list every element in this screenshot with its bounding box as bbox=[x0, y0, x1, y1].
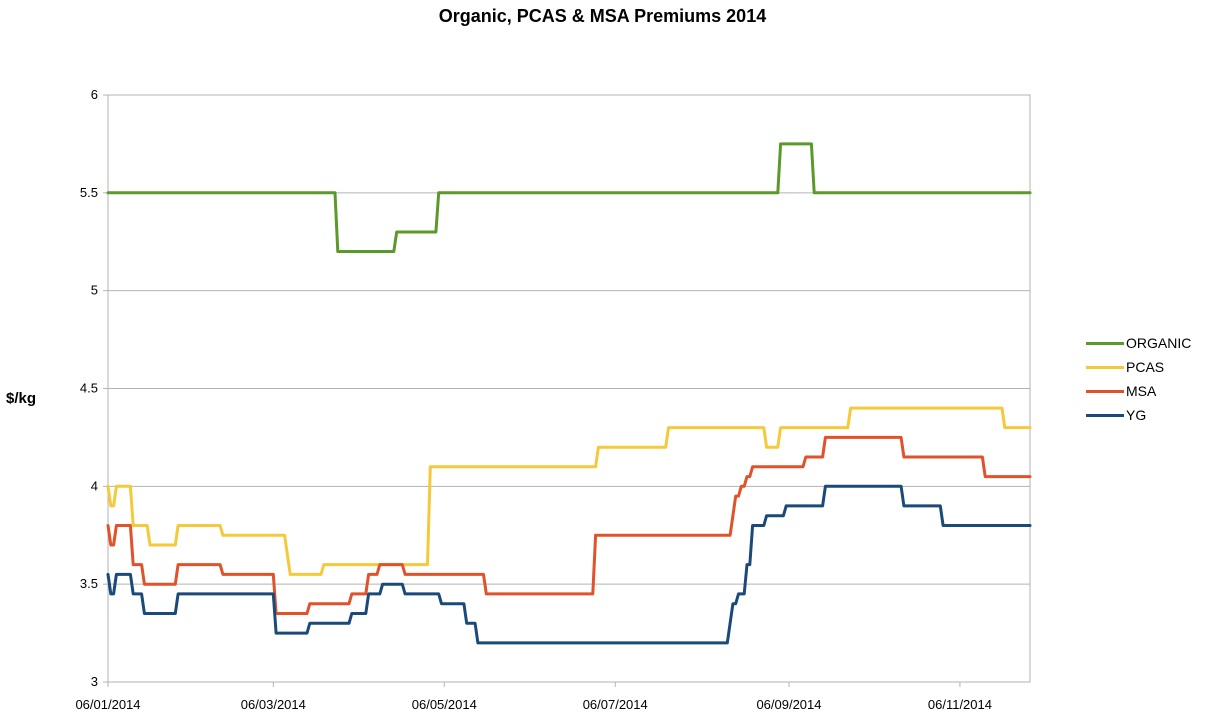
legend-item: MSA bbox=[1086, 379, 1191, 403]
legend-item: YG bbox=[1086, 403, 1191, 427]
axes: 3 3.5 4 4.5 5 5.5 6 06/01/2014 06/03/2014 06/05/2… bbox=[75, 87, 992, 712]
x-tick-label: 06/11/2014 bbox=[928, 697, 992, 712]
y-tick-label: 3 bbox=[91, 674, 98, 689]
y-tick-label: 3.5 bbox=[80, 576, 98, 591]
series-line-pcas bbox=[106, 406, 1032, 576]
series-lines bbox=[106, 142, 1032, 645]
legend-label: YG bbox=[1126, 407, 1147, 423]
series-line-organic bbox=[106, 142, 1032, 253]
legend-swatch bbox=[1086, 341, 1124, 345]
legend-swatch bbox=[1086, 365, 1124, 369]
legend-swatch bbox=[1086, 389, 1124, 393]
y-tick-label: 5.5 bbox=[80, 185, 98, 200]
legend-label: ORGANIC bbox=[1126, 335, 1192, 351]
x-tick-label: 06/03/2014 bbox=[241, 697, 306, 712]
series-line-yg bbox=[106, 484, 1032, 645]
y-tick-label: 4.5 bbox=[80, 381, 98, 396]
legend-swatch bbox=[1086, 413, 1124, 417]
y-tick-label: 4 bbox=[91, 478, 98, 493]
x-tick-label: 06/09/2014 bbox=[756, 697, 821, 712]
y-tick-label: 5 bbox=[91, 283, 98, 298]
legend: ORGANIC PCAS MSA YG bbox=[1086, 331, 1191, 427]
chart-title: Organic, PCAS & MSA Premiums 2014 bbox=[438, 6, 767, 26]
x-tick-label: 06/01/2014 bbox=[75, 697, 140, 712]
y-tick-label: 6 bbox=[91, 87, 98, 102]
x-tick-label: 06/07/2014 bbox=[583, 697, 648, 712]
legend-item: PCAS bbox=[1086, 355, 1191, 379]
x-tick-label: 06/05/2014 bbox=[412, 697, 477, 712]
legend-item: ORGANIC bbox=[1086, 331, 1191, 355]
y-axis-label: $/kg bbox=[6, 390, 37, 407]
legend-label: PCAS bbox=[1126, 359, 1165, 375]
series-line-msa bbox=[106, 435, 1032, 615]
legend-label: MSA bbox=[1126, 383, 1157, 399]
